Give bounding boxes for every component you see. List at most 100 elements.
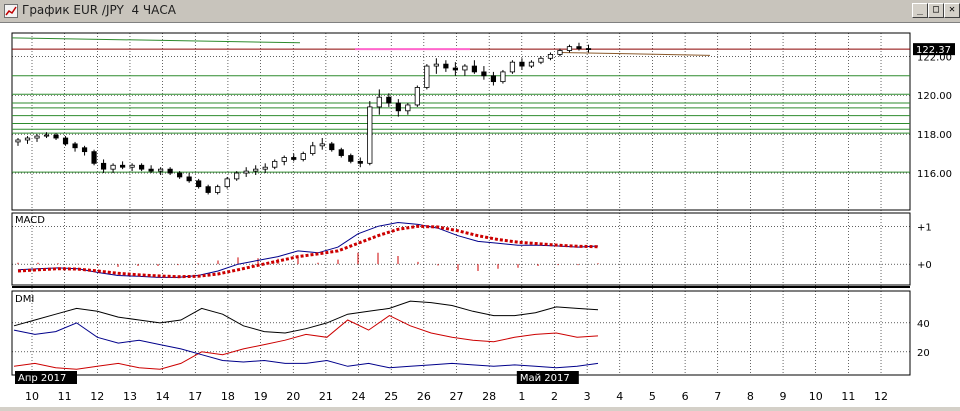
candle-body [481,71,487,77]
candle-body [272,160,278,168]
candle-body [357,160,363,164]
candle [34,134,40,142]
candle [291,153,297,162]
maximize-icon: □ [932,4,940,15]
x-tick-label: 25 [384,390,398,403]
chart-background [0,23,960,407]
x-tick-label: 11 [58,390,72,403]
candle-body [443,63,449,69]
candle [310,141,316,156]
moving-average-tail [559,51,711,56]
candle [585,44,592,53]
candle-body [329,143,335,151]
minimize-icon: _ [916,4,924,15]
candle-body [452,67,458,71]
candle [81,145,88,156]
candle-body [34,135,40,139]
x-tick-label: 26 [417,390,431,403]
candle-body [53,134,59,139]
x-tick-label: 1 [518,390,525,403]
candle [500,69,506,84]
candle [177,171,183,179]
candle-body [224,178,230,188]
candle [566,44,573,53]
candle-body [129,164,135,168]
candle [300,151,306,162]
candle-body [300,153,306,160]
candle [319,138,325,150]
candle [528,60,535,69]
month-label-badge [516,371,579,384]
candle-body [215,186,221,193]
candle-body [319,143,325,147]
chart-canvas: MACD DMI 122.00 120.00 118.00 116.00 122.37 +… [0,23,960,407]
candle [243,167,249,177]
candle-body [386,96,392,104]
dmi-tick-label: 40 [917,319,930,330]
candle [272,159,278,170]
candle [215,184,221,195]
candle [433,58,439,74]
candle [110,163,116,174]
candle [53,133,59,140]
month-label: Апр 2017 [18,373,66,384]
close-button[interactable]: ✕ [944,3,960,18]
candle-body [177,172,183,178]
candle-body [433,63,439,67]
candle-body [310,145,316,154]
candle [405,103,411,115]
dmi-series-minus_di [13,322,599,369]
candle-body [424,65,430,88]
candle [205,184,211,195]
candle-body [91,151,97,164]
price-tick-label: 118.00 [917,130,952,141]
candle-body [62,137,69,145]
dmi-tick-label: 20 [917,348,930,359]
x-tick-label: 12 [874,390,888,403]
candle [329,141,335,152]
candle [338,147,344,158]
candle [91,149,97,166]
window-titlebar: График EUR /JPY 4 ЧАСА _ □ ✕ [0,0,960,23]
candle [367,101,373,166]
candle-body [72,143,78,149]
candle [148,165,154,174]
candle [348,153,354,164]
close-icon: ✕ [948,4,956,15]
candle-body [291,157,297,160]
x-tick-label: 8 [747,390,754,403]
candle [576,42,582,51]
x-tick-label: 10 [809,390,823,403]
candle [224,176,230,189]
candle [158,167,164,175]
minimize-button[interactable]: _ [912,3,928,18]
axes-layer: 122.00 120.00 118.00 116.00 122.37 +1 +0 40 20 10… [15,43,955,403]
candle [462,64,468,76]
x-tick-label: 20 [286,390,300,403]
candle-body [253,168,259,172]
candle [253,165,259,175]
candle-body [281,157,287,162]
candle-body [15,139,21,143]
candle-body [139,164,145,170]
candle-body [519,61,525,67]
candle-body [348,155,354,162]
x-tick-label: 28 [482,390,496,403]
candle-body [148,168,154,172]
chart-area: MACD DMI 122.00 120.00 118.00 116.00 122.37 +… [0,22,960,407]
maximize-button[interactable]: □ [928,3,944,18]
candle [490,71,497,86]
candle [357,157,363,168]
chart-app-icon [4,4,18,18]
x-tick-label: 4 [616,390,623,403]
dmi-panel: DMI [12,294,910,370]
candle-body [471,65,477,73]
candle [167,167,173,175]
x-tick-label: 10 [25,390,39,403]
x-tick-label: 7 [714,390,721,403]
candle-body [119,164,126,168]
dmi-series-plus_di [13,315,599,370]
candle-body [262,166,268,170]
candle [119,161,126,170]
x-tick-label: 18 [221,390,235,403]
